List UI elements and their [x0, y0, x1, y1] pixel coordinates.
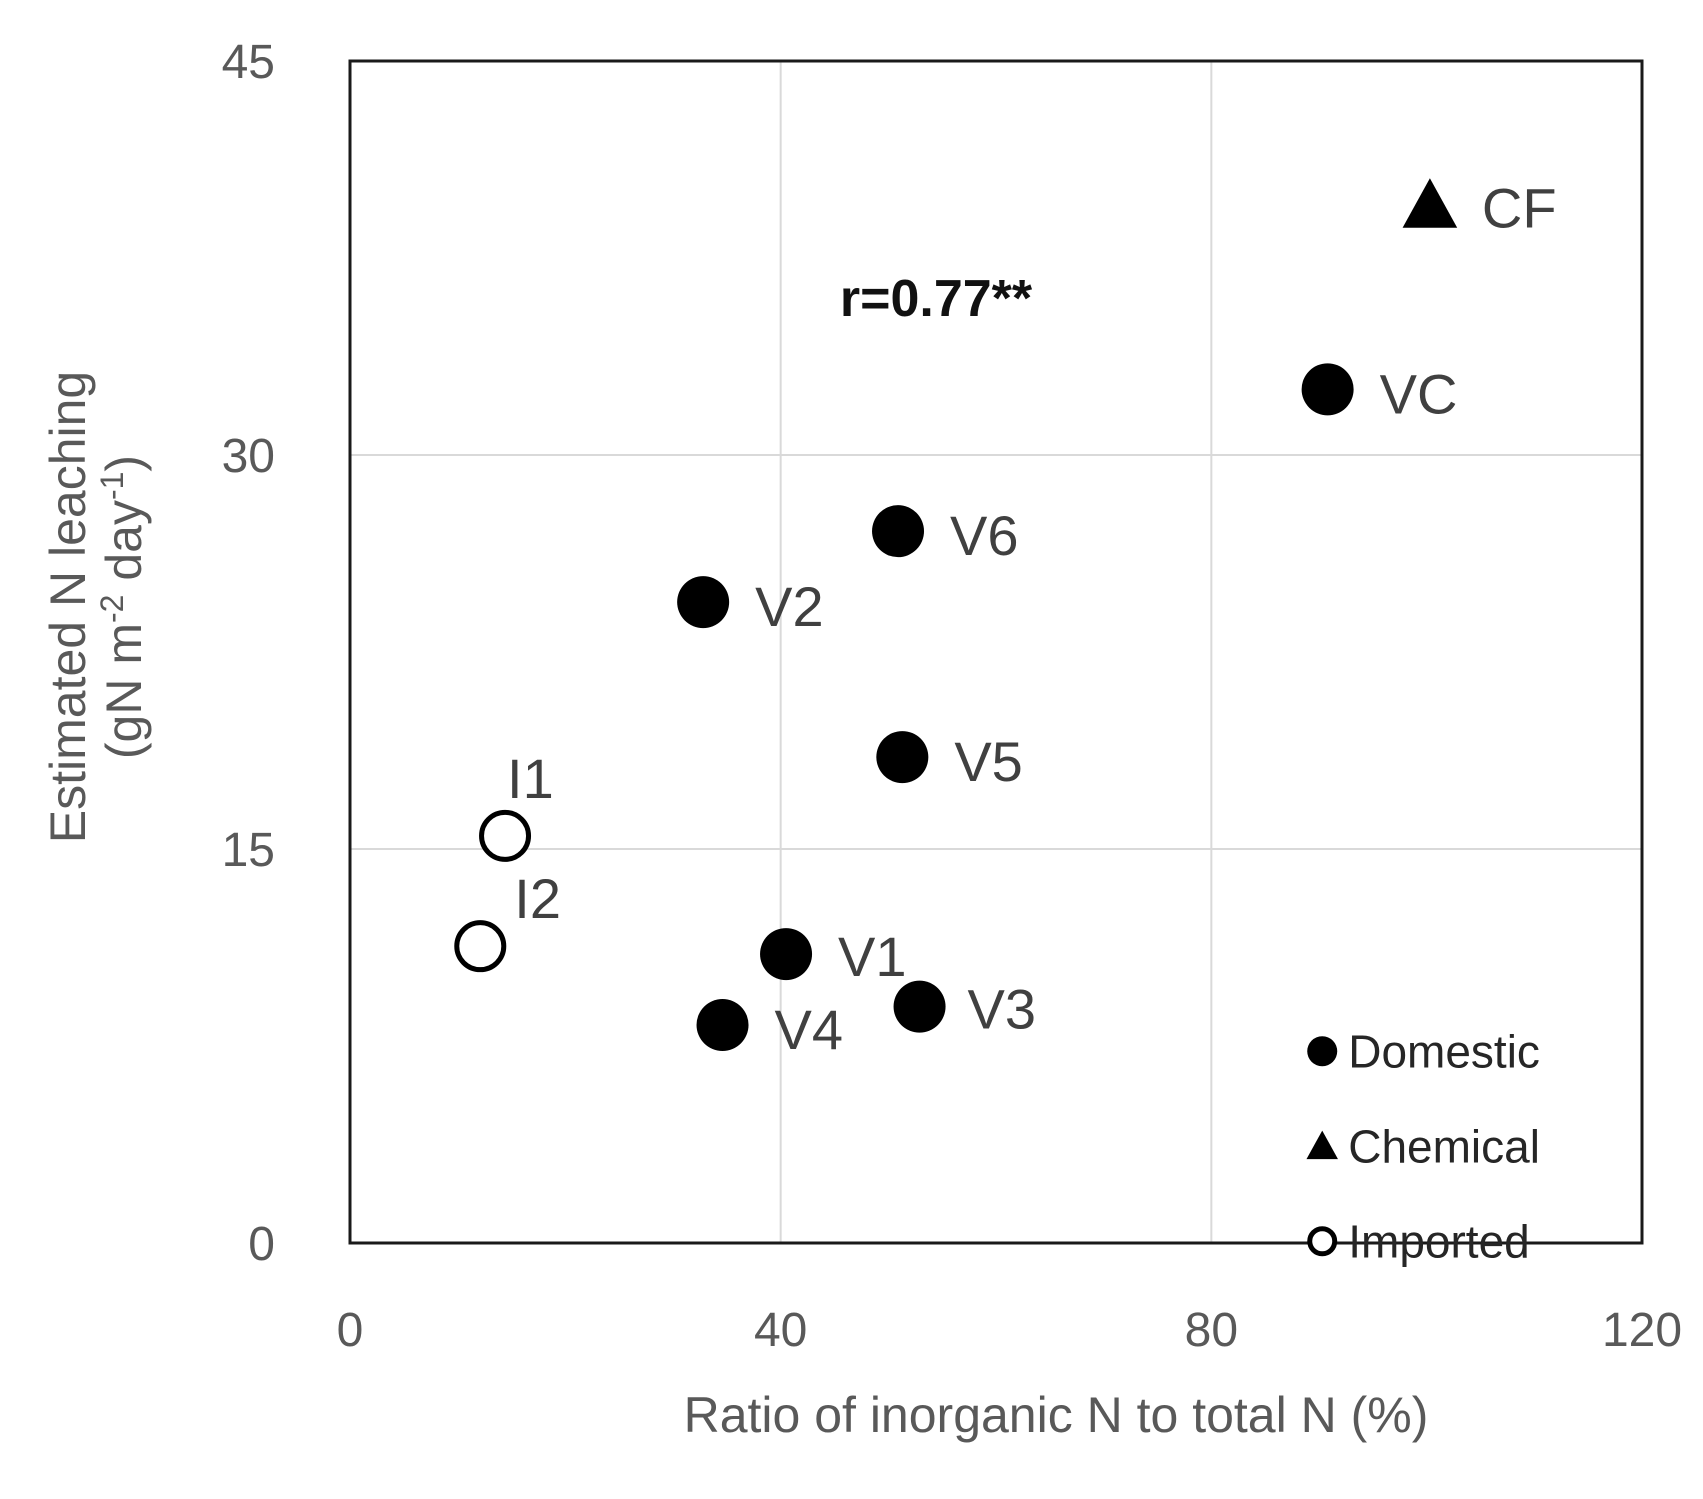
point-label: I2: [514, 867, 561, 930]
x-tick-label: 0: [337, 1304, 364, 1357]
data-point-v1: V1: [760, 925, 907, 988]
y-tick-label: 30: [222, 430, 275, 483]
legend-item-imported: Imported: [1307, 1215, 1530, 1267]
y-unit-part-2: day: [96, 500, 152, 595]
data-point-v3: V3: [893, 978, 1037, 1041]
point-label: V2: [755, 575, 824, 638]
plot-area-frame: [348, 59, 1644, 1245]
axis-ticks: 0 40 80 120 0 15 30 45: [222, 36, 1682, 1357]
point-marker: [1301, 363, 1354, 416]
y-tick-label: 45: [222, 36, 275, 89]
y-unit-part-1: (gN m: [96, 623, 152, 759]
legend-item-chemical: Chemical: [1306, 1120, 1540, 1172]
data-point-v5: V5: [876, 730, 1023, 793]
legend-label: Domestic: [1348, 1025, 1540, 1077]
legend-label: Chemical: [1348, 1120, 1540, 1172]
point-label: V3: [968, 978, 1037, 1041]
legend: Domestic Chemical Imported: [1306, 1025, 1540, 1267]
legend-marker: [1307, 1226, 1338, 1257]
data-points: CF VC V6 V2 V5 I1 I2 V1 V3 V4: [454, 176, 1557, 1061]
grid-lines: [350, 61, 1642, 1243]
x-tick-label: 80: [1185, 1304, 1238, 1357]
point-marker: [454, 920, 507, 973]
x-axis-title: Ratio of inorganic N to total N (%): [684, 1387, 1429, 1443]
y-axis-title: Estimated N leaching (gN m-2 day-1): [40, 371, 152, 843]
data-point-cf: CF: [1402, 176, 1557, 239]
point-label: I1: [507, 747, 554, 810]
point-marker: [696, 998, 749, 1051]
y-unit-part-3: ): [96, 455, 152, 472]
correlation-annotation: r=0.77**: [840, 270, 1033, 328]
point-marker: [876, 731, 929, 784]
point-marker: [1402, 178, 1458, 228]
data-point-i2: I2: [454, 867, 561, 973]
point-label: V1: [838, 925, 907, 988]
data-point-i1: I1: [479, 747, 554, 862]
data-point-v2: V2: [677, 575, 824, 638]
y-unit-sup-2: -1: [94, 472, 130, 500]
point-marker: [893, 980, 946, 1033]
legend-item-domestic: Domestic: [1307, 1025, 1540, 1077]
y-axis-title-line1: Estimated N leaching: [40, 371, 96, 843]
y-axis-title-line2: (gN m-2 day-1): [94, 455, 152, 759]
point-marker: [677, 576, 730, 629]
point-marker: [479, 809, 532, 862]
point-label: V6: [950, 504, 1019, 567]
legend-label: Imported: [1348, 1215, 1530, 1267]
point-marker: [872, 505, 925, 558]
y-unit-sup-1: -2: [94, 595, 130, 623]
point-label: V4: [775, 998, 844, 1061]
y-tick-label: 0: [248, 1218, 275, 1271]
point-marker: [760, 928, 813, 981]
y-tick-label: 15: [222, 824, 275, 877]
point-label: VC: [1380, 362, 1458, 425]
legend-marker: [1306, 1130, 1338, 1160]
point-label: V5: [954, 730, 1023, 793]
data-point-v4: V4: [696, 998, 844, 1061]
x-tick-label: 40: [754, 1304, 807, 1357]
point-label: CF: [1482, 176, 1557, 239]
legend-marker: [1307, 1036, 1338, 1067]
x-tick-label: 120: [1602, 1304, 1682, 1357]
data-point-vc: VC: [1301, 362, 1458, 425]
data-point-v6: V6: [872, 504, 1019, 567]
